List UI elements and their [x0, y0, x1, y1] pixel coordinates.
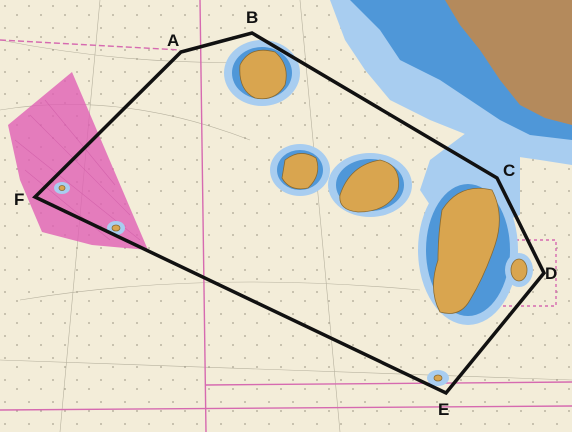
island-middle [328, 153, 412, 217]
vertex-label-f: F [14, 190, 25, 209]
mainland [330, 0, 572, 165]
island-west [270, 144, 330, 196]
islet-f [54, 182, 70, 194]
island-large [418, 175, 518, 325]
restricted-area [8, 72, 148, 250]
island-small-d [505, 253, 533, 287]
vertex-label-b: B [246, 8, 259, 27]
vertex-label-c: C [503, 161, 516, 180]
island-small-e [427, 370, 449, 386]
islet-south [107, 221, 125, 235]
restricted-area-hatching [14, 99, 141, 241]
island-b [224, 40, 300, 106]
route-boundary [32, 31, 547, 396]
vertex-label-d: D [545, 264, 558, 283]
vertex-label-a: A [167, 31, 180, 50]
vertex-label-e: E [438, 400, 450, 419]
